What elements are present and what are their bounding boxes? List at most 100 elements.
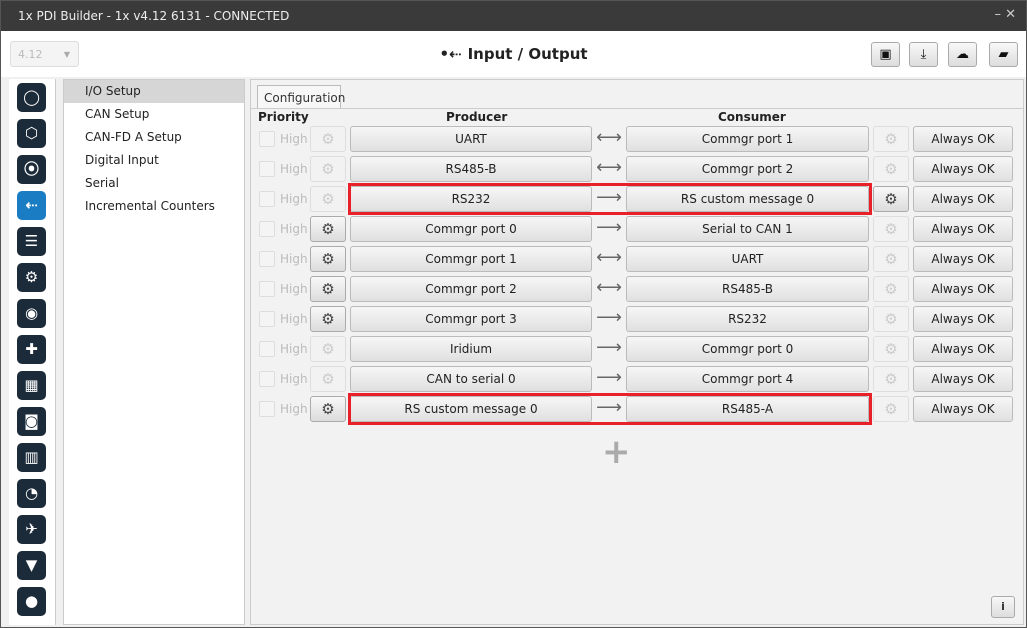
menu-item[interactable]: Digital Input (85, 153, 159, 167)
producer-settings-button[interactable]: ⚙ (310, 216, 346, 242)
gears-icon: ⚙ (321, 220, 335, 238)
sidebar-item-rss[interactable]: ⦿ (17, 155, 46, 184)
status-button[interactable]: Always OK (913, 336, 1013, 362)
gears-icon: ⚙ (884, 310, 898, 328)
consumer-select[interactable]: RS232 (626, 306, 869, 332)
consumer-settings-button[interactable]: ⚙ (873, 126, 909, 152)
producer-settings-button[interactable]: ⚙ (310, 126, 346, 152)
gears-icon: ⚙ (884, 220, 898, 238)
priority-label: High (280, 252, 308, 266)
window-controls[interactable]: – ✕ (994, 7, 1016, 22)
consumer-header: Consumer (718, 110, 786, 124)
consumer-select[interactable]: RS485-A (626, 396, 869, 422)
status-button[interactable]: Always OK (913, 246, 1013, 272)
menu-item[interactable]: CAN Setup (85, 107, 150, 121)
priority-checkbox[interactable] (259, 161, 275, 177)
priority-checkbox[interactable] (259, 401, 275, 417)
sidebar-item-shield[interactable]: ▼ (17, 551, 46, 580)
status-button[interactable]: Always OK (913, 126, 1013, 152)
info-button[interactable]: i (991, 596, 1015, 618)
consumer-settings-button[interactable]: ⚙ (873, 216, 909, 242)
consumer-settings-button[interactable]: ⚙ (873, 306, 909, 332)
status-button[interactable]: Always OK (913, 366, 1013, 392)
menu-item[interactable]: Serial (85, 176, 119, 190)
sidebar-item-power[interactable]: ◯ (17, 83, 46, 112)
version-select[interactable]: 4.12 ▼ (10, 41, 79, 67)
consumer-settings-button[interactable]: ⚙ (873, 366, 909, 392)
consumer-settings-button[interactable]: ⚙ (873, 156, 909, 182)
consumer-select[interactable]: Commgr port 4 (626, 366, 869, 392)
sidebar-item-plane[interactable]: ✈ (17, 515, 46, 544)
consumer-select[interactable]: RS custom message 0 (626, 186, 869, 212)
status-button[interactable]: Always OK (913, 216, 1013, 242)
producer-settings-button[interactable]: ⚙ (310, 156, 346, 182)
status-button[interactable]: Always OK (913, 396, 1013, 422)
producer-select[interactable]: Commgr port 1 (350, 246, 592, 272)
table-row: High ⚙ Commgr port 2 ⟷ RS485-B ⚙ Always … (251, 276, 1025, 302)
consumer-settings-button[interactable]: ⚙ (873, 276, 909, 302)
producer-select[interactable]: CAN to serial 0 (350, 366, 592, 392)
menu-item[interactable]: CAN-FD A Setup (85, 130, 182, 144)
priority-checkbox[interactable] (259, 311, 275, 327)
priority-checkbox[interactable] (259, 281, 275, 297)
sidebar-item-sliders[interactable]: ☰ (17, 227, 46, 256)
producer-select[interactable]: Iridium (350, 336, 592, 362)
tab-configuration[interactable]: Configuration (257, 85, 345, 109)
sidebar-item-gears[interactable]: ⚙ (17, 263, 46, 292)
sidebar-item-network[interactable]: ⬡ (17, 119, 46, 148)
producer-select[interactable]: RS custom message 0 (350, 396, 592, 422)
producer-settings-button[interactable]: ⚙ (310, 186, 346, 212)
cloud-download-button[interactable]: ☁ (948, 42, 977, 67)
consumer-settings-button[interactable]: ⚙ (873, 246, 909, 272)
producer-settings-button[interactable]: ⚙ (310, 336, 346, 362)
menu-item[interactable]: I/O Setup (64, 80, 244, 103)
sidebar-item-podcast[interactable]: ◉ (17, 299, 46, 328)
status-button[interactable]: Always OK (913, 276, 1013, 302)
consumer-select[interactable]: Serial to CAN 1 (626, 216, 869, 242)
priority-checkbox[interactable] (259, 371, 275, 387)
sidebar-item-chart[interactable]: ▥ (17, 443, 46, 472)
priority-checkbox[interactable] (259, 341, 275, 357)
priority-checkbox[interactable] (259, 191, 275, 207)
priority-label: High (280, 132, 308, 146)
consumer-select[interactable]: Commgr port 2 (626, 156, 869, 182)
status-button[interactable]: Always OK (913, 306, 1013, 332)
producer-select[interactable]: UART (350, 126, 592, 152)
producer-select[interactable]: Commgr port 3 (350, 306, 592, 332)
producer-select[interactable]: Commgr port 2 (350, 276, 592, 302)
priority-label: High (280, 162, 308, 176)
consumer-settings-button[interactable]: ⚙ (873, 396, 909, 422)
priority-checkbox[interactable] (259, 251, 275, 267)
consumer-select[interactable]: Commgr port 0 (626, 336, 869, 362)
sidebar-item-camera[interactable]: ◙ (17, 407, 46, 436)
sidebar-item-usb[interactable]: ⇠ (17, 191, 46, 220)
sidebar-item-gamepad[interactable]: ✚ (17, 335, 46, 364)
shield-icon: ▼ (25, 556, 38, 574)
producer-settings-button[interactable]: ⚙ (310, 246, 346, 272)
priority-checkbox[interactable] (259, 221, 275, 237)
menu-item[interactable]: Incremental Counters (85, 199, 215, 213)
consumer-select[interactable]: RS485-B (626, 276, 869, 302)
status-button[interactable]: Always OK (913, 156, 1013, 182)
window-title: 1x PDI Builder - 1x v4.12 6131 - CONNECT… (18, 9, 290, 23)
producer-settings-button[interactable]: ⚙ (310, 396, 346, 422)
consumer-settings-button[interactable]: ⚙ (873, 186, 909, 212)
consumer-select[interactable]: UART (626, 246, 869, 272)
save-button[interactable]: ▣ (871, 42, 900, 67)
open-folder-button[interactable]: ▰ (989, 42, 1018, 67)
sidebar-item-grid[interactable]: ▦ (17, 371, 46, 400)
producer-select[interactable]: RS485-B (350, 156, 592, 182)
priority-checkbox[interactable] (259, 131, 275, 147)
status-button[interactable]: Always OK (913, 186, 1013, 212)
sidebar-item-globe[interactable]: ● (17, 587, 46, 616)
download-button[interactable]: ⤓ (909, 42, 938, 67)
producer-settings-button[interactable]: ⚙ (310, 276, 346, 302)
producer-settings-button[interactable]: ⚙ (310, 366, 346, 392)
add-row-button[interactable]: + (602, 432, 631, 472)
producer-select[interactable]: Commgr port 0 (350, 216, 592, 242)
consumer-settings-button[interactable]: ⚙ (873, 336, 909, 362)
sidebar-item-gauge[interactable]: ◔ (17, 479, 46, 508)
producer-select[interactable]: RS232 (350, 186, 592, 212)
consumer-select[interactable]: Commgr port 1 (626, 126, 869, 152)
producer-settings-button[interactable]: ⚙ (310, 306, 346, 332)
